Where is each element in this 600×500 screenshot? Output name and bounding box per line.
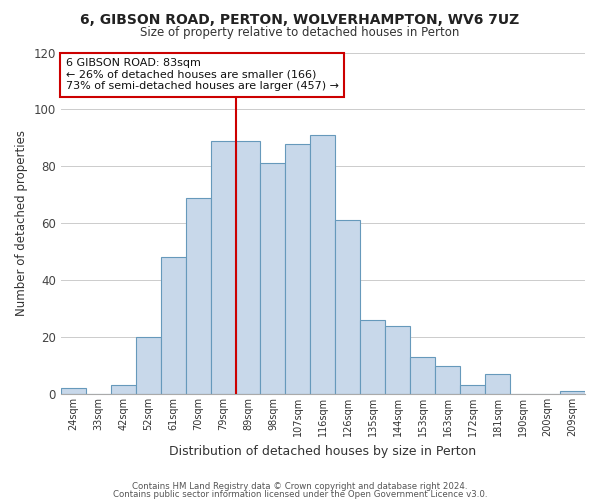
Bar xyxy=(410,357,435,394)
Bar xyxy=(161,258,185,394)
Text: 6, GIBSON ROAD, PERTON, WOLVERHAMPTON, WV6 7UZ: 6, GIBSON ROAD, PERTON, WOLVERHAMPTON, W… xyxy=(80,12,520,26)
Bar xyxy=(260,164,286,394)
Bar xyxy=(236,140,260,394)
Text: Contains public sector information licensed under the Open Government Licence v3: Contains public sector information licen… xyxy=(113,490,487,499)
Text: Size of property relative to detached houses in Perton: Size of property relative to detached ho… xyxy=(140,26,460,39)
Bar xyxy=(136,337,161,394)
Bar xyxy=(286,144,310,394)
Bar xyxy=(335,220,361,394)
Bar xyxy=(385,326,410,394)
Y-axis label: Number of detached properties: Number of detached properties xyxy=(15,130,28,316)
Bar xyxy=(361,320,385,394)
Bar xyxy=(111,386,136,394)
Bar xyxy=(211,140,236,394)
Bar xyxy=(310,135,335,394)
Bar xyxy=(460,386,485,394)
Bar xyxy=(61,388,86,394)
Bar xyxy=(485,374,510,394)
Bar xyxy=(185,198,211,394)
Text: 6 GIBSON ROAD: 83sqm
← 26% of detached houses are smaller (166)
73% of semi-deta: 6 GIBSON ROAD: 83sqm ← 26% of detached h… xyxy=(66,58,339,92)
Bar xyxy=(435,366,460,394)
X-axis label: Distribution of detached houses by size in Perton: Distribution of detached houses by size … xyxy=(169,444,476,458)
Text: Contains HM Land Registry data © Crown copyright and database right 2024.: Contains HM Land Registry data © Crown c… xyxy=(132,482,468,491)
Bar xyxy=(560,391,585,394)
